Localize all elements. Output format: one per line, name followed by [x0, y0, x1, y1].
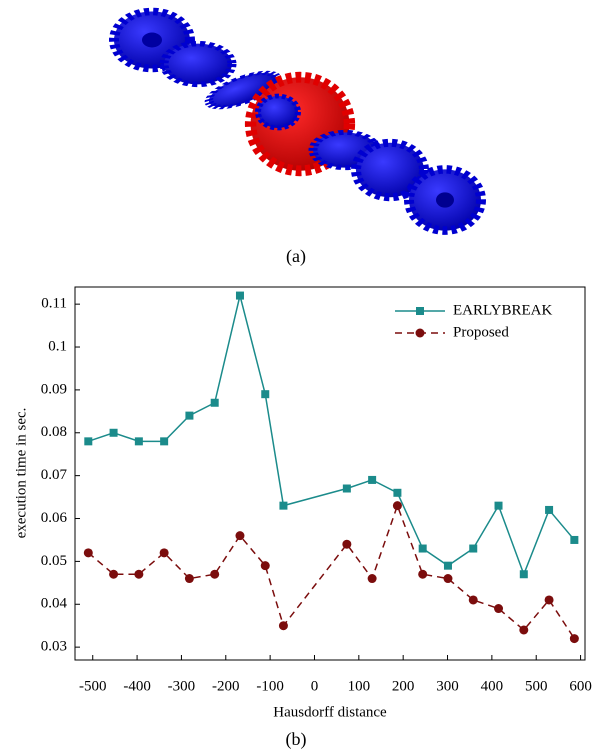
marker	[235, 531, 245, 541]
marker	[519, 570, 528, 579]
marker	[235, 291, 244, 300]
y-tick-label: 0.06	[41, 510, 68, 526]
marker	[279, 501, 288, 510]
marker	[368, 475, 377, 484]
marker	[469, 544, 478, 553]
y-tick-label: 0.09	[41, 381, 67, 397]
marker	[443, 574, 453, 584]
gear-image	[109, 7, 486, 235]
x-axis-label: Hausdorff distance	[273, 704, 387, 720]
marker	[278, 621, 288, 631]
marker	[134, 569, 144, 579]
y-tick-label: 0.11	[41, 296, 67, 312]
marker	[210, 398, 219, 407]
y-tick-label: 0.08	[41, 424, 67, 440]
marker	[494, 501, 503, 510]
marker	[342, 484, 351, 493]
x-tick-label: 600	[569, 678, 592, 694]
x-tick-label: -300	[168, 678, 196, 694]
legend-label: Proposed	[453, 324, 509, 340]
x-tick-label: 200	[392, 678, 415, 694]
marker	[342, 539, 352, 549]
marker	[393, 488, 402, 497]
x-tick-label: 100	[348, 678, 371, 694]
marker	[519, 625, 529, 635]
y-tick-label: 0.04	[41, 596, 68, 612]
marker	[418, 569, 428, 579]
marker	[392, 501, 402, 511]
marker	[545, 505, 554, 514]
marker	[185, 411, 194, 420]
marker	[83, 548, 93, 558]
marker	[184, 574, 194, 584]
y-axis-label: execution time in sec.	[13, 408, 29, 539]
x-tick-label: 300	[436, 678, 459, 694]
x-tick-label: 0	[311, 678, 319, 694]
marker	[134, 437, 143, 446]
marker	[569, 634, 579, 644]
marker	[109, 428, 118, 437]
x-tick-label: -100	[256, 678, 284, 694]
legend-marker	[416, 307, 424, 315]
marker	[160, 437, 169, 446]
marker	[84, 437, 93, 446]
marker	[210, 569, 220, 579]
legend-marker	[415, 328, 425, 338]
x-tick-label: -500	[79, 678, 107, 694]
y-tick-label: 0.03	[41, 639, 67, 655]
x-tick-label: -400	[123, 678, 151, 694]
marker	[570, 535, 579, 544]
plot-frame	[74, 286, 586, 661]
marker	[367, 574, 377, 584]
x-tick-label: 400	[481, 678, 504, 694]
y-tick-label: 0.05	[41, 553, 67, 569]
marker	[260, 561, 270, 571]
marker	[494, 604, 504, 614]
marker	[468, 595, 478, 605]
panel-label: (b)	[286, 729, 307, 750]
marker	[544, 595, 554, 605]
marker	[109, 569, 119, 579]
series-line	[87, 503, 575, 639]
marker	[418, 544, 427, 553]
marker	[261, 390, 270, 399]
marker	[159, 548, 169, 558]
x-tick-label: 500	[525, 678, 548, 694]
marker	[443, 561, 452, 570]
y-tick-label: 0.1	[48, 338, 67, 354]
x-tick-label: -200	[212, 678, 240, 694]
legend-label: EARLYBREAK	[453, 302, 552, 318]
panel-label: (a)	[286, 246, 306, 267]
y-tick-label: 0.07	[41, 467, 68, 483]
